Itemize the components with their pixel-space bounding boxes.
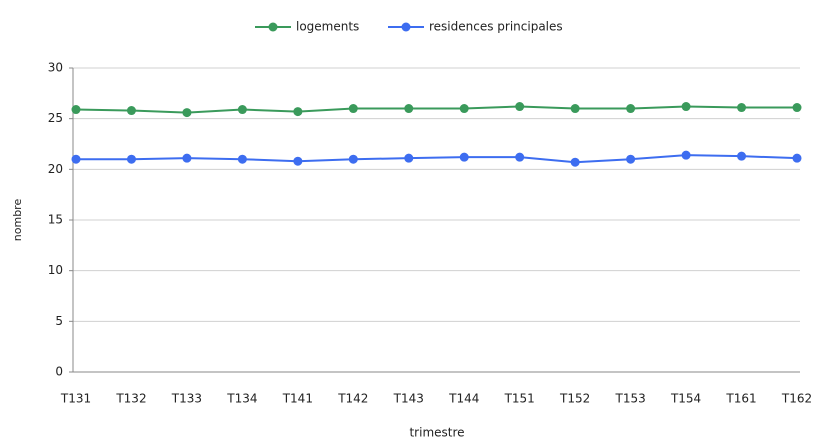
legend-label: residences principales: [429, 20, 563, 34]
data-point: [626, 104, 636, 114]
data-point: [737, 103, 747, 113]
legend-label: logements: [296, 20, 359, 34]
data-point: [515, 102, 525, 112]
data-point: [459, 104, 469, 114]
data-point: [737, 151, 747, 161]
data-point: [71, 154, 81, 164]
x-tick-label: T132: [115, 392, 146, 406]
y-tick-label: 15: [48, 213, 63, 227]
y-tick-label: 0: [55, 365, 63, 379]
data-point: [459, 152, 469, 162]
x-tick-label: T153: [614, 392, 645, 406]
data-point: [681, 102, 691, 112]
x-tick-label: T143: [393, 392, 424, 406]
data-point: [570, 104, 580, 114]
data-point: [348, 154, 358, 164]
x-tick-label: T134: [226, 392, 257, 406]
data-point: [293, 107, 303, 117]
data-point: [681, 150, 691, 160]
data-point: [182, 153, 192, 163]
x-tick-label: T152: [559, 392, 590, 406]
legend-marker: [401, 22, 411, 32]
x-tick-label: T133: [171, 392, 202, 406]
data-point: [237, 154, 247, 164]
data-point: [404, 104, 414, 114]
x-axis-label: trimestre: [409, 426, 464, 440]
y-tick-label: 5: [55, 314, 63, 328]
data-point: [404, 153, 414, 163]
y-axis-label: nombre: [11, 199, 24, 242]
data-point: [293, 156, 303, 166]
data-point: [71, 105, 81, 115]
x-tick-label: T154: [670, 392, 701, 406]
legend-marker: [268, 22, 278, 32]
x-tick-label: T131: [60, 392, 91, 406]
x-tick-label: T144: [448, 392, 479, 406]
x-tick-label: T151: [504, 392, 535, 406]
x-tick-label: T161: [725, 392, 756, 406]
y-tick-label: 25: [48, 111, 63, 125]
y-tick-label: 30: [48, 61, 63, 75]
data-point: [126, 106, 136, 116]
data-point: [182, 108, 192, 118]
data-point: [792, 153, 802, 163]
data-point: [126, 154, 136, 164]
y-tick-label: 20: [48, 162, 63, 176]
x-tick-label: T162: [781, 392, 812, 406]
series-line: [76, 154, 798, 164]
x-tick-label: T141: [282, 392, 313, 406]
data-point: [237, 105, 247, 115]
data-point: [792, 103, 802, 113]
data-point: [348, 104, 358, 114]
x-tick-label: T142: [337, 392, 368, 406]
data-point: [570, 157, 580, 167]
data-point: [515, 152, 525, 162]
data-point: [626, 154, 636, 164]
series-line: [75, 105, 797, 114]
y-tick-label: 10: [48, 263, 63, 277]
